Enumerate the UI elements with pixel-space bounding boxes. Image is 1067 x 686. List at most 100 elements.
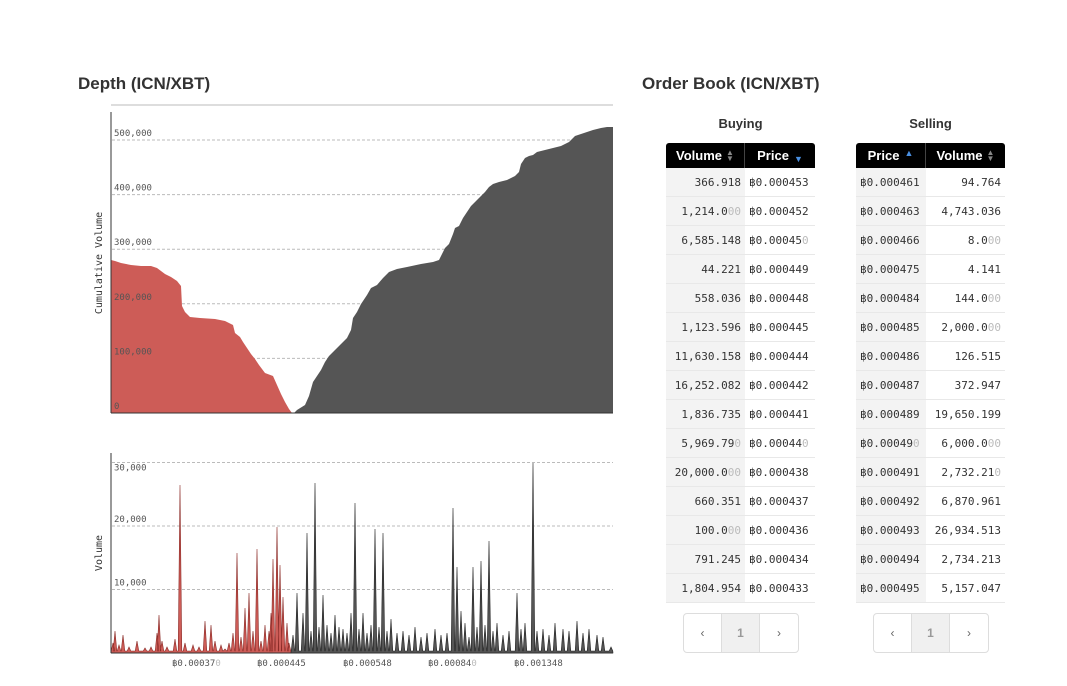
selling-row[interactable]: ฿0.000492 6,870.961 (856, 487, 1005, 516)
buying-price-header-label: Price (757, 148, 789, 163)
buying-row[interactable]: 1,836.735 ฿0.000441 (666, 400, 815, 429)
selling-volume-header[interactable]: Volume ▲ ▼ (926, 143, 1005, 168)
bid-volume-area (110, 484, 292, 654)
selling-row[interactable]: ฿0.000461 94.764 (856, 168, 1005, 197)
ask-volume-area (290, 462, 614, 654)
buying-row[interactable]: 1,214.0 00 ฿0.000452 (666, 197, 815, 226)
selling-volume-cell: 94.764 (961, 175, 1001, 189)
buying-volume-cell: 660.351 (666, 487, 745, 515)
selling-row[interactable]: ฿0.000491 2,732.21 0 (856, 458, 1005, 487)
depth-y-tick-label: 100,000 (114, 347, 152, 357)
buying-book: Buying Volume ▲ ▼ Price ▼ 366.918 ฿0.00045… (666, 115, 815, 603)
volume-y-label: Volume (94, 535, 105, 571)
selling-row[interactable]: ฿0.000475 4.141 (856, 255, 1005, 284)
buying-rows: 366.918 ฿0.000453 1,214.0 00 ฿0.000452 6,585.… (666, 168, 815, 603)
depth-y-tick-label: 0 (114, 402, 119, 412)
selling-row[interactable]: ฿0.000485 2,000.0 00 (856, 313, 1005, 342)
selling-row[interactable]: ฿0.000463 4,743.036 (856, 197, 1005, 226)
volume-x-tick-label: ฿0.000548 (343, 659, 392, 669)
selling-row[interactable]: ฿0.000484 144.0 00 (856, 284, 1005, 313)
selling-row[interactable]: ฿0.000494 2,734.213 (856, 545, 1005, 574)
buying-row[interactable]: 44.221 ฿0.000449 (666, 255, 815, 284)
buying-volume-cell: 11,630.158 (666, 342, 745, 370)
depth-y-tick-label: 200,000 (114, 293, 152, 303)
buying-price-cell: ฿0.000452 (749, 204, 809, 218)
selling-row[interactable]: ฿0.000495 5,157.047 (856, 574, 1005, 603)
selling-volume-cell: 2,732.21 0 (941, 465, 1001, 479)
buying-page-1-button[interactable]: 1 (722, 614, 760, 652)
selling-price-cell: ฿0.000484 (856, 284, 926, 312)
buying-row[interactable]: 20,000.0 00 ฿0.000438 (666, 458, 815, 487)
buying-price-cell: ฿0.000437 (749, 494, 809, 508)
buying-row[interactable]: 16,252.082 ฿0.000442 (666, 371, 815, 400)
order-book-title: Order Book (ICN/XBT) (642, 74, 820, 93)
selling-price-cell: ฿0.000494 (856, 545, 926, 573)
selling-caption: Selling (909, 116, 952, 131)
buying-pagination: ‹ 1 › (683, 613, 799, 653)
selling-header: Price ▲ Volume ▲ ▼ (856, 143, 1005, 168)
selling-price-cell: ฿0.000466 (856, 226, 926, 254)
volume-x-tick-label: ฿0.000840 (428, 659, 477, 669)
depth-y-tick-label: 500,000 (114, 129, 152, 139)
selling-price-header[interactable]: Price ▲ (856, 143, 926, 168)
selling-row[interactable]: ฿0.000487 372.947 (856, 371, 1005, 400)
volume-x-tick-label: ฿0.001348 (514, 659, 563, 669)
buying-row[interactable]: 1,804.954 ฿0.000433 (666, 574, 815, 603)
volume-gridlines (112, 462, 613, 590)
depth-y-ticks: 0 100,000 200,000 300,000 400,000 500,000 (114, 129, 152, 412)
selling-prev-page-button[interactable]: ‹ (874, 614, 912, 652)
selling-next-page-button[interactable]: › (967, 626, 971, 640)
selling-volume-cell: 6,870.961 (941, 494, 1001, 508)
depth-title: Depth (ICN/XBT) (78, 74, 211, 93)
selling-row[interactable]: ฿0.000486 126.515 (856, 342, 1005, 371)
selling-row[interactable]: ฿0.00049 0 6,000.0 00 (856, 429, 1005, 458)
buying-price-cell: ฿0.00044 0 (749, 436, 809, 450)
buying-price-cell: ฿0.000448 (749, 291, 809, 305)
selling-volume-cell: 2,734.213 (941, 552, 1001, 566)
selling-volume-cell: 4,743.036 (941, 204, 1001, 218)
buying-row[interactable]: 1,123.596 ฿0.000445 (666, 313, 815, 342)
selling-price-cell: ฿0.000492 (856, 487, 926, 515)
depth-y-tick-label: 300,000 (114, 238, 152, 248)
buying-next-page-button[interactable]: › (777, 626, 781, 640)
selling-pagination: ‹ 1 › (873, 613, 989, 653)
buying-volume-cell: 16,252.082 (666, 371, 745, 399)
buying-volume-header[interactable]: Volume ▲ ▼ (666, 143, 745, 168)
selling-page-1-button[interactable]: 1 (912, 614, 950, 652)
buying-row[interactable]: 660.351 ฿0.000437 (666, 487, 815, 516)
selling-price-cell: ฿0.000489 (856, 400, 926, 428)
volume-y-ticks: 10,000 20,000 30,000 (114, 464, 147, 589)
selling-row[interactable]: ฿0.000466 8.0 00 (856, 226, 1005, 255)
selling-price-cell: ฿0.000475 (856, 255, 926, 283)
buying-row[interactable]: 791.245 ฿0.000434 (666, 545, 815, 574)
depth-chart: 0 100,000 200,000 300,000 400,000 500,000 Cum… (94, 104, 613, 414)
volume-x-tick-label: ฿0.000445 (257, 659, 306, 669)
buying-volume-cell: 100.0 00 (666, 516, 745, 544)
buying-row[interactable]: 100.0 00 ฿0.000436 (666, 516, 815, 545)
buying-volume-cell: 1,214.0 00 (666, 197, 745, 225)
buying-price-cell: ฿0.000442 (749, 378, 809, 392)
selling-row[interactable]: ฿0.000489 19,650.199 (856, 400, 1005, 429)
selling-rows: ฿0.000461 94.764 ฿0.000463 4,743.036 ฿0.0004… (856, 168, 1005, 603)
sort-asc-icon: ▲ (904, 147, 914, 158)
buying-row[interactable]: 366.918 ฿0.000453 (666, 168, 815, 197)
sort-both-icon: ▲ ▼ (986, 147, 995, 163)
buying-prev-page-button[interactable]: ‹ (684, 614, 722, 652)
depth-y-label: Cumulative Volume (94, 212, 105, 314)
selling-volume-cell: 6,000.0 00 (941, 436, 1001, 450)
volume-y-tick-label: 10,000 (114, 579, 147, 589)
selling-row[interactable]: ฿0.000493 26,934.513 (856, 516, 1005, 545)
selling-volume-cell: 8.0 00 (967, 233, 1001, 247)
buying-row[interactable]: 11,630.158 ฿0.000444 (666, 342, 815, 371)
sort-both-icon: ▲ ▼ (726, 147, 734, 163)
buying-row[interactable]: 558.036 ฿0.000448 (666, 284, 815, 313)
buying-row[interactable]: 6,585.148 ฿0.00045 0 (666, 226, 815, 255)
sort-desc-icon: ▼ (793, 153, 803, 164)
buying-volume-cell: 6,585.148 (666, 226, 745, 254)
buying-price-cell: ฿0.000433 (749, 581, 809, 595)
buying-price-header[interactable]: Price ▼ (745, 143, 815, 168)
buying-row[interactable]: 5,969.79 0 ฿0.00044 0 (666, 429, 815, 458)
selling-volume-cell: 126.515 (954, 349, 1001, 363)
selling-price-cell: ฿0.000485 (856, 313, 926, 341)
